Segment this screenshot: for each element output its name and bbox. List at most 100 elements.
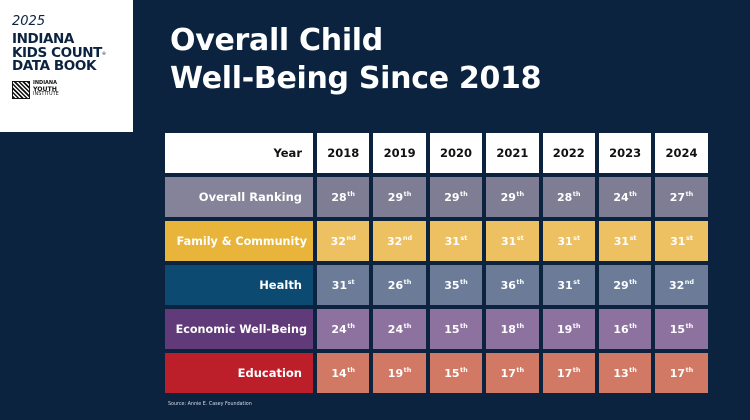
rank-suffix: st (573, 234, 581, 242)
header-year-2023: 2023 (598, 133, 652, 173)
rank-number: 13 (613, 366, 629, 380)
rank-suffix: st (516, 234, 524, 242)
logo-title-line: DATA BOOK (12, 58, 97, 74)
rankings-table: Year 2018 2019 2020 2021 2022 2023 2024 Overall… (165, 133, 708, 393)
rank-suffix: th (572, 366, 581, 374)
publisher-logo: INDIANA YOUTH INSTITUTE (12, 80, 133, 99)
rank-number: 29 (387, 190, 404, 204)
rank-suffix: th (516, 278, 525, 286)
rank-suffix: nd (402, 234, 413, 242)
rank-number: 27 (669, 190, 686, 204)
page-title-line: Overall Child (170, 23, 383, 58)
rank-suffix: st (629, 234, 637, 242)
rank-suffix: th (347, 366, 355, 374)
rank-number: 24 (331, 322, 347, 336)
rank-number: 29 (500, 190, 516, 204)
header-year-2018: 2018 (317, 133, 370, 173)
header-year-label: Year (165, 133, 313, 173)
rank-number: 15 (444, 322, 460, 336)
rank-number: 15 (669, 322, 686, 336)
rank-number: 16 (613, 322, 629, 336)
rank-suffix: th (403, 190, 412, 198)
row-label-family-community: Family & Community (165, 221, 313, 261)
row-label-health: Health (165, 265, 313, 305)
row-label-economic-well-being: Economic Well-Being (165, 309, 313, 349)
logo-title-line: KIDS COUNT® (12, 46, 133, 61)
source-note: Source: Annie E. Casey Foundation (168, 402, 252, 407)
rank-suffix: th (685, 366, 694, 374)
rank-suffix: th (347, 322, 355, 330)
publisher-logo-icon (12, 80, 30, 99)
rank-number: 32 (668, 278, 685, 292)
rank-suffix: th (629, 278, 637, 286)
row-label-education: Education (165, 353, 313, 393)
rank-suffix: th (572, 190, 581, 198)
publisher-line: INSTITUTE (33, 91, 59, 98)
rank-number: 31 (670, 234, 686, 248)
page-title-line: Well-Being Since 2018 (170, 61, 542, 96)
rank-number: 31 (557, 234, 573, 248)
rank-number: 31 (444, 234, 460, 248)
rank-suffix: th (516, 366, 525, 374)
rank-number: 36 (500, 278, 516, 292)
rank-suffix: th (460, 190, 468, 198)
rank-suffix: th (572, 322, 581, 330)
rank-suffix: th (516, 322, 525, 330)
rank-number: 19 (556, 322, 573, 336)
rank-number: 15 (444, 366, 460, 380)
rank-suffix: st (460, 234, 468, 242)
rank-number: 31 (500, 234, 517, 248)
rank-number: 18 (500, 322, 516, 336)
rank-number: 17 (500, 366, 516, 380)
publisher-name: INDIANA YOUTH INSTITUTE (33, 80, 59, 98)
rank-suffix: th (403, 278, 412, 286)
rank-number: 32 (330, 234, 346, 248)
header-year-2024: 2024 (655, 133, 708, 173)
rank-suffix: th (629, 190, 637, 198)
rank-suffix: th (460, 322, 468, 330)
header-year-2020: 2020 (429, 133, 483, 173)
rank-suffix: th (516, 190, 525, 198)
header-year-2019: 2019 (373, 133, 426, 173)
logo-year: 2025 (12, 14, 46, 29)
rank-suffix: th (460, 366, 468, 374)
header-year-2021: 2021 (486, 133, 539, 173)
rank-number: 19 (387, 366, 404, 380)
publisher-line: INDIANA (33, 80, 57, 87)
rank-suffix: th (460, 278, 468, 286)
rank-number: 28 (556, 190, 573, 204)
rank-suffix: th (347, 190, 355, 198)
rank-number: 17 (669, 366, 686, 380)
rank-suffix: st (347, 278, 355, 286)
rank-number: 14 (331, 366, 347, 380)
